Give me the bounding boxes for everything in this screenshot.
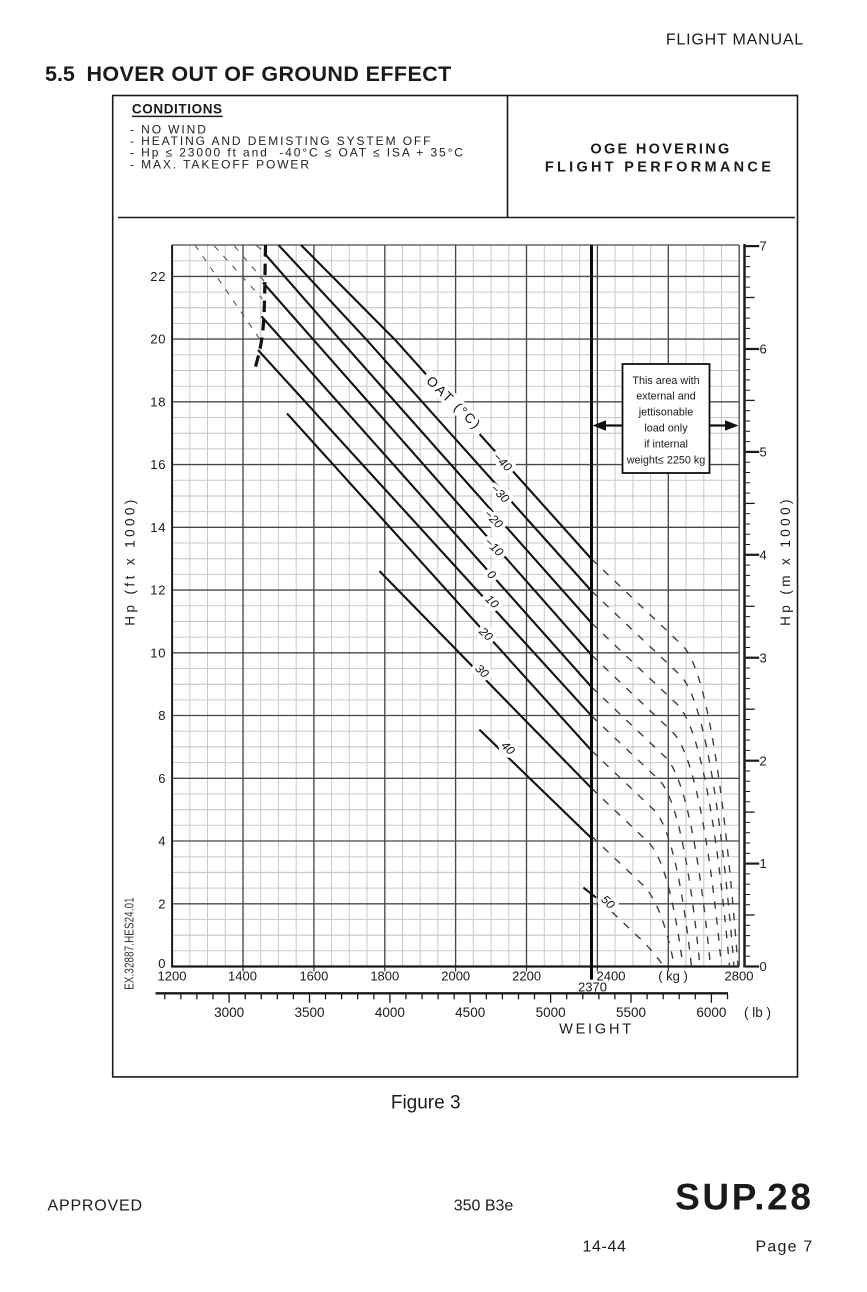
svg-text:4000: 4000: [375, 1005, 405, 1020]
svg-text:22: 22: [150, 269, 166, 284]
svg-text:- Hp ≤ 23000 ft and -40°C ≤ O: - Hp ≤ 23000 ft and -40°C ≤ OAT ≤ ISA + …: [130, 146, 465, 160]
svg-text:6: 6: [158, 771, 166, 786]
svg-text:( kg ): ( kg ): [658, 969, 688, 984]
svg-text:- NO WIND: - NO WIND: [130, 123, 208, 137]
svg-text:load only: load only: [644, 423, 688, 435]
svg-text:4: 4: [760, 547, 767, 562]
svg-text:Hp (m x 1000): Hp (m x 1000): [778, 496, 793, 626]
svg-text:5500: 5500: [616, 1005, 646, 1020]
svg-text:EX.32887.HES24.01: EX.32887.HES24.01: [123, 897, 136, 989]
svg-text:0: 0: [760, 959, 767, 974]
svg-text:external and: external and: [636, 391, 695, 403]
svg-text:jettisonable: jettisonable: [638, 407, 694, 419]
svg-text:5000: 5000: [536, 1005, 566, 1020]
svg-text:OGE HOVERING: OGE HOVERING: [590, 142, 731, 158]
svg-text:FLIGHT PERFORMANCE: FLIGHT PERFORMANCE: [545, 160, 774, 176]
svg-text:Figure 3: Figure 3: [391, 1093, 461, 1114]
svg-text:6: 6: [760, 342, 767, 357]
svg-text:2: 2: [158, 896, 166, 911]
svg-text:350 B3e: 350 B3e: [454, 1198, 514, 1215]
svg-text:7: 7: [760, 239, 767, 254]
svg-text:CONDITIONS: CONDITIONS: [132, 102, 223, 117]
svg-text:3: 3: [760, 650, 767, 665]
svg-text:2000: 2000: [441, 969, 470, 984]
svg-text:0: 0: [158, 956, 166, 971]
svg-text:2: 2: [760, 753, 767, 768]
svg-text:SUP.28: SUP.28: [675, 1177, 813, 1218]
svg-text:- MAX. TAKEOFF POWER: - MAX. TAKEOFF POWER: [130, 157, 311, 171]
svg-text:2370: 2370: [578, 980, 607, 995]
svg-text:Page 7: Page 7: [756, 1239, 814, 1256]
svg-text:1200: 1200: [158, 969, 187, 984]
svg-text:weight≤ 2250 kg: weight≤ 2250 kg: [626, 454, 706, 466]
svg-text:2200: 2200: [512, 969, 541, 984]
svg-text:1: 1: [760, 856, 767, 871]
svg-text:14: 14: [150, 520, 166, 535]
svg-text:3500: 3500: [294, 1005, 324, 1020]
svg-text:18: 18: [150, 394, 166, 409]
svg-text:5: 5: [760, 445, 767, 460]
svg-text:Hp (ft x 1000): Hp (ft x 1000): [123, 496, 138, 625]
svg-text:20: 20: [150, 332, 166, 347]
svg-text:if internal: if internal: [644, 438, 688, 450]
svg-text:APPROVED: APPROVED: [48, 1198, 143, 1215]
svg-text:4500: 4500: [455, 1005, 485, 1020]
svg-text:12: 12: [150, 583, 166, 598]
svg-text:1600: 1600: [299, 969, 328, 984]
svg-text:10: 10: [150, 645, 166, 660]
svg-text:4: 4: [158, 834, 166, 849]
svg-text:2800: 2800: [725, 969, 754, 984]
svg-text:14-44: 14-44: [583, 1239, 627, 1256]
svg-text:2400: 2400: [597, 969, 626, 984]
svg-text:This area with: This area with: [632, 375, 699, 387]
svg-text:1800: 1800: [370, 969, 399, 984]
svg-text:WEIGHT: WEIGHT: [559, 1022, 634, 1038]
svg-text:- HEATING AND DEMISTING SYSTEM: - HEATING AND DEMISTING SYSTEM OFF: [130, 134, 432, 148]
svg-text:( lb ): ( lb ): [744, 1005, 771, 1020]
svg-text:FLIGHT MANUAL: FLIGHT MANUAL: [666, 32, 804, 49]
svg-text:16: 16: [150, 457, 166, 472]
svg-text:6000: 6000: [696, 1005, 726, 1020]
svg-text:1400: 1400: [228, 969, 257, 984]
svg-text:8: 8: [158, 708, 166, 723]
svg-text:3000: 3000: [214, 1005, 244, 1020]
